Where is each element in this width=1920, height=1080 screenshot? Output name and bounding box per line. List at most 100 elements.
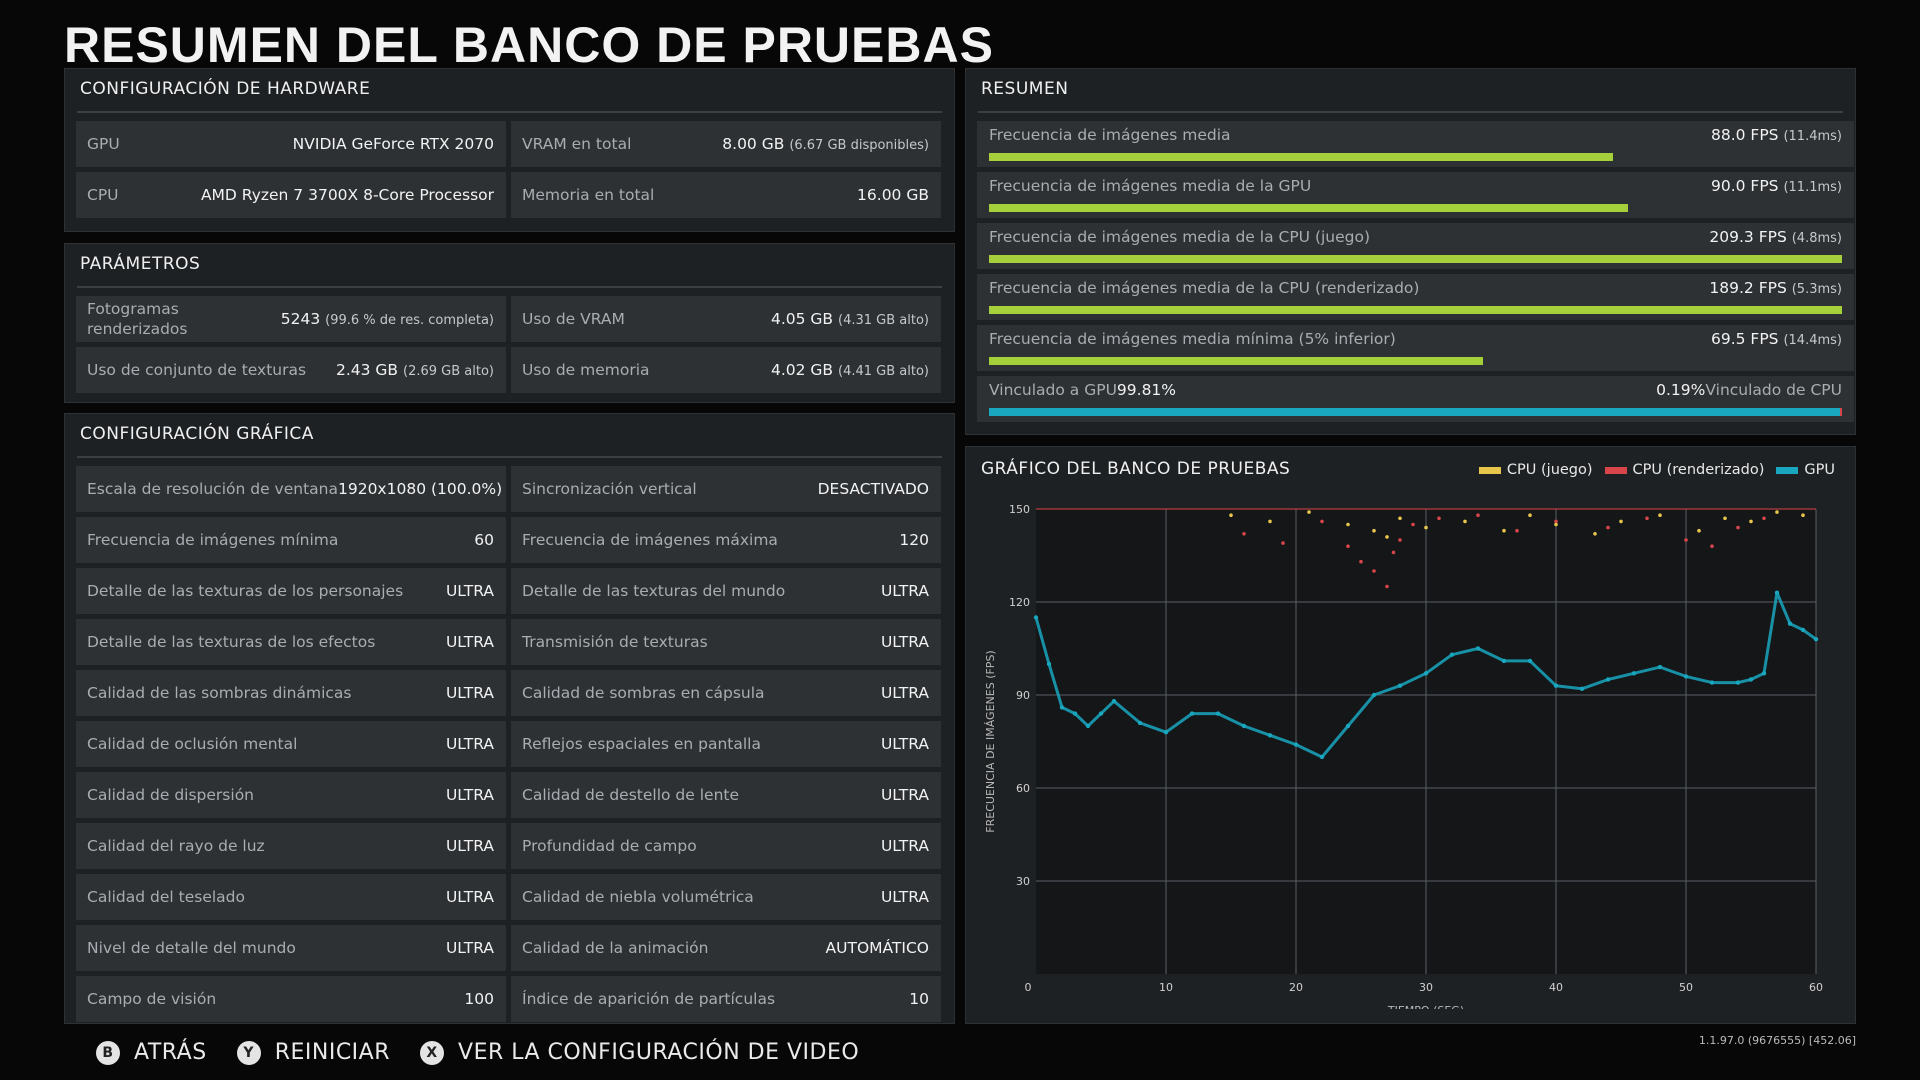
graphics-setting-row: Detalle de las texturas del mundo ULTRA	[511, 568, 941, 614]
hardware-panel: CONFIGURACIÓN DE HARDWARE GPU NVIDIA GeF…	[64, 68, 955, 232]
legend-label: CPU (renderizado)	[1632, 462, 1765, 478]
gpu-point	[1631, 671, 1637, 676]
texture-pool-value: 2.43 GB (2.69 GB alto)	[335, 361, 494, 379]
cpu-value: AMD Ryzen 7 3700X 8-Core Processor	[200, 186, 494, 204]
cpu-bound-label: 0.19%Vinculado de CPU	[1656, 381, 1842, 399]
vram-use-value: 4.05 GB (4.31 GB alto)	[770, 310, 929, 328]
divider	[77, 286, 942, 288]
setting-value: ULTRA	[445, 633, 494, 651]
y-tick-label: 60	[1016, 782, 1030, 795]
cpu-render-point	[1359, 559, 1363, 564]
graphics-setting-row: Calidad de la animación AUTOMÁTICO	[511, 925, 941, 971]
cpu-render-point	[1684, 538, 1688, 542]
cpu-render-point	[1411, 522, 1415, 527]
x-button-icon: X	[420, 1040, 445, 1065]
gpu-point	[1553, 683, 1559, 688]
setting-label: Calidad del teselado	[87, 888, 245, 906]
gpu-bound-label: Vinculado a GPU99.81%	[989, 381, 1177, 399]
gpu-point	[1657, 664, 1663, 670]
graphics-setting-row: Calidad del rayo de luz ULTRA	[76, 823, 506, 869]
summary-frametime: (14.4ms)	[1783, 333, 1842, 348]
graphics-setting-row: Transmisión de texturas ULTRA	[511, 619, 941, 665]
cpu-game-point	[1619, 519, 1623, 524]
cpu-game-point	[1372, 528, 1376, 533]
setting-label: Calidad de oclusión mental	[87, 735, 298, 753]
texture-pool-peak: (2.69 GB alto)	[403, 364, 494, 379]
memory-value: 16.00 GB	[857, 186, 929, 204]
setting-label: Índice de aparición de partículas	[522, 990, 776, 1008]
x-tick-label: 0	[1025, 981, 1032, 994]
setting-label: Campo de visión	[87, 990, 217, 1008]
gpu-point	[1163, 730, 1169, 735]
graphics-setting-row: Reflejos espaciales en pantalla ULTRA	[511, 721, 941, 767]
graphics-setting-row: Calidad de oclusión mental ULTRA	[76, 721, 506, 767]
x-tick-label: 10	[1159, 981, 1173, 994]
divider	[978, 111, 1843, 113]
back-button[interactable]: B ATRÁS	[96, 1040, 207, 1065]
setting-label: Calidad del rayo de luz	[87, 837, 265, 855]
gpu-point	[1241, 723, 1247, 729]
setting-value: AUTOMÁTICO	[825, 939, 929, 957]
memory-use-label: Uso de memoria	[522, 361, 650, 379]
parameters-panel: PARÁMETROS Fotogramas renderizados 5243 …	[64, 243, 955, 403]
gpu-point	[1423, 671, 1429, 676]
legend-swatch	[1604, 466, 1627, 474]
x-tick-label: 50	[1679, 981, 1693, 994]
setting-label: Nivel de detalle del mundo	[87, 939, 296, 957]
restart-button[interactable]: Y REINICIAR	[236, 1040, 391, 1065]
gpu-point	[1501, 658, 1507, 664]
frames-label: Fotogramas renderizados	[87, 300, 188, 338]
graphics-setting-row: Calidad de niebla volumétrica ULTRA	[511, 874, 941, 920]
graphics-setting-row: Calidad de las sombras dinámicas ULTRA	[76, 670, 506, 716]
setting-label: Calidad de dispersión	[87, 786, 254, 804]
cpu-cell: CPU AMD Ryzen 7 3700X 8-Core Processor	[76, 172, 506, 218]
gpu-point	[1800, 627, 1806, 633]
gpu-point	[1774, 590, 1780, 595]
gpu-point	[1098, 711, 1104, 716]
setting-label: Detalle de las texturas de los efectos	[87, 633, 376, 651]
gpu-point	[1319, 754, 1325, 760]
setting-value: 10	[909, 990, 929, 1008]
summary-frametime: (11.4ms)	[1783, 129, 1842, 144]
cpu-render-point	[1736, 525, 1740, 530]
gpu-point	[1761, 671, 1767, 676]
back-button-label: ATRÁS	[134, 1040, 207, 1065]
graphics-setting-row: Nivel de detalle del mundo ULTRA	[76, 925, 506, 971]
b-button-icon: B	[96, 1040, 120, 1065]
cpu-render-point	[1437, 516, 1441, 521]
setting-value: DESACTIVADO	[817, 480, 929, 498]
memory-use-cell: Uso de memoria 4.02 GB (4.41 GB alto)	[511, 347, 941, 393]
parameters-panel-title: PARÁMETROS	[80, 254, 201, 274]
x-tick-label: 20	[1289, 981, 1303, 994]
setting-value: 100	[464, 990, 494, 1008]
legend-item: GPU	[1776, 462, 1835, 478]
graphics-setting-row: Calidad de sombras en cápsula ULTRA	[511, 670, 941, 716]
memory-label: Memoria en total	[522, 186, 655, 204]
summary-value: 69.5 FPS (14.4ms)	[1710, 330, 1842, 348]
setting-value: ULTRA	[445, 684, 494, 702]
gpu-point	[1735, 680, 1741, 685]
setting-value: ULTRA	[445, 888, 494, 906]
summary-value: 88.0 FPS (11.4ms)	[1710, 126, 1842, 144]
cpu-game-point	[1697, 528, 1701, 533]
summary-label: Frecuencia de imágenes media de la CPU (…	[989, 279, 1420, 297]
graphics-setting-row: Profundidad de campo ULTRA	[511, 823, 941, 869]
gpu-point	[1748, 677, 1754, 682]
cpu-game-point	[1723, 516, 1727, 521]
summary-panel: RESUMEN Frecuencia de imágenes media 88.0…	[965, 68, 1856, 435]
setting-value: 1920x1080 (100.0%)	[337, 480, 503, 498]
view-video-settings-button[interactable]: X VER LA CONFIGURACIÓN DE VIDEO	[420, 1040, 859, 1065]
cpu-game-point	[1346, 522, 1350, 527]
setting-value: ULTRA	[445, 939, 494, 957]
summary-row: Frecuencia de imágenes media de la GPU 90…	[977, 172, 1854, 218]
setting-value: ULTRA	[445, 735, 494, 753]
gpu-point	[1527, 658, 1533, 664]
gpu-point	[1449, 652, 1455, 657]
setting-label: Reflejos espaciales en pantalla	[522, 735, 761, 753]
footer-buttons: B ATRÁS Y REINICIAR X VER LA CONFIGURACIÓN …	[96, 1040, 889, 1065]
restart-button-label: REINICIAR	[274, 1040, 391, 1065]
gpu-point	[1371, 692, 1377, 698]
gpu-point	[1215, 711, 1221, 716]
graphics-setting-row: Calidad de dispersión ULTRA	[76, 772, 506, 818]
setting-label: Detalle de las texturas de los personaje…	[87, 582, 404, 600]
